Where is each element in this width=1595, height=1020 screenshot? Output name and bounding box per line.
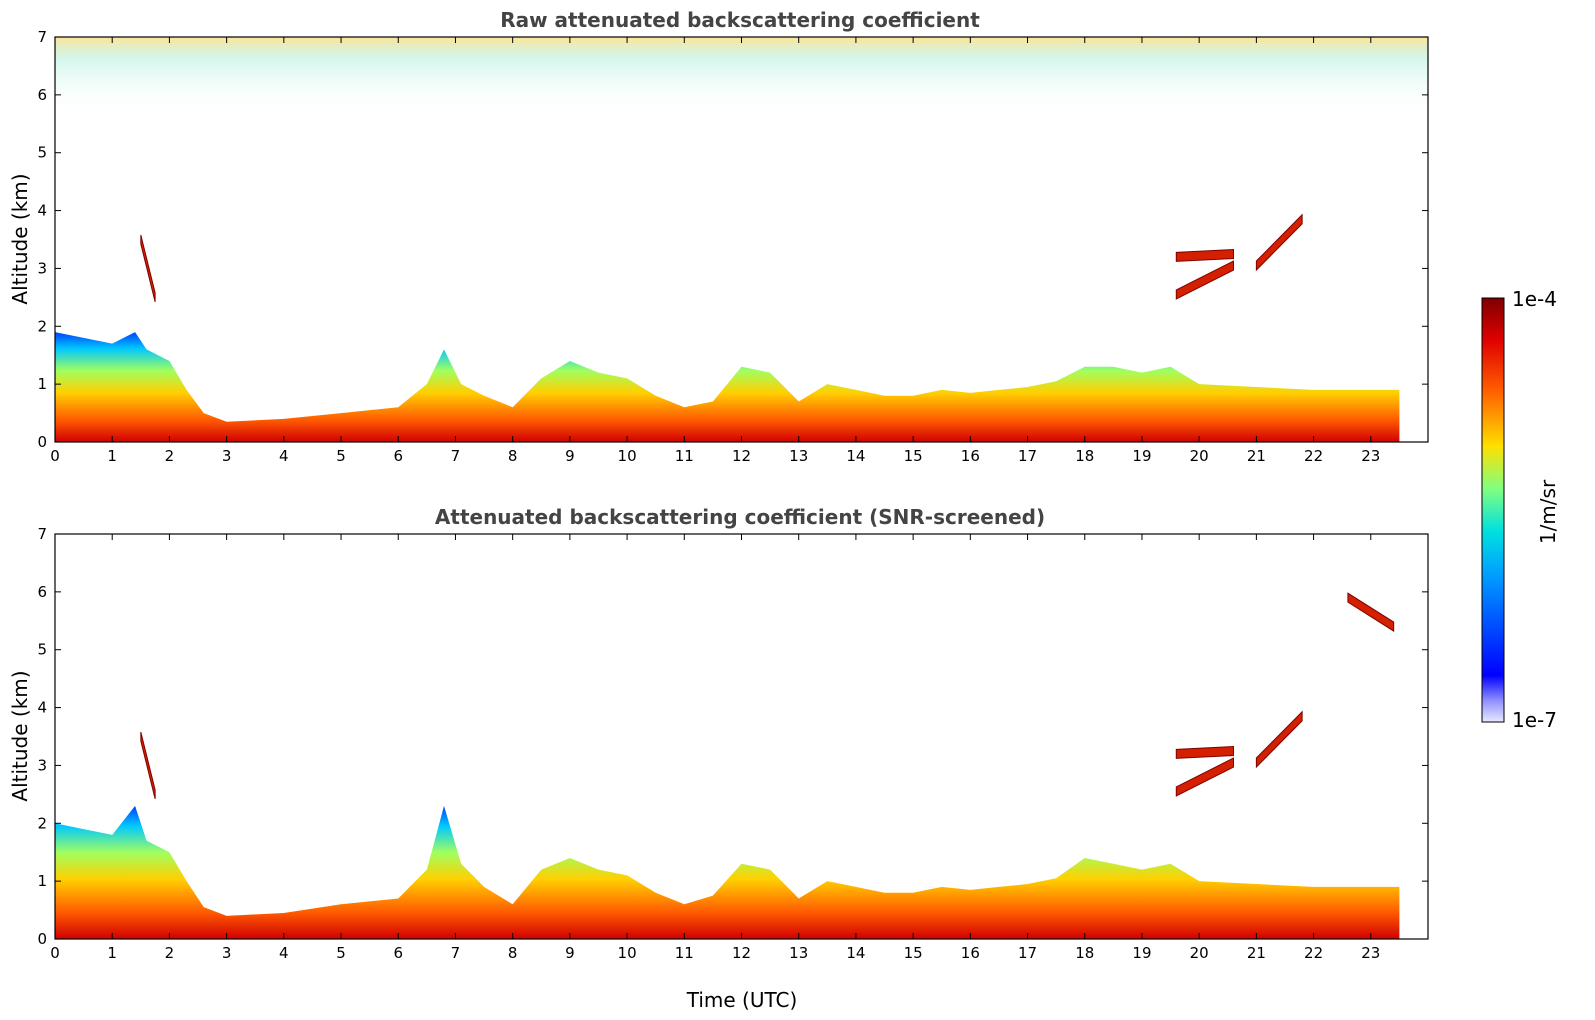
y-ticks-raw: 0 1 2 3 4 5 6 7 [37, 28, 1428, 451]
x-tick-label: 18 [1075, 447, 1094, 465]
y-tick-label: 0 [37, 433, 47, 451]
x-tick-label: 18 [1075, 944, 1094, 962]
y-tick-label: 0 [37, 930, 47, 948]
x-tick-label: 7 [451, 447, 461, 465]
x-tick-label: 5 [336, 447, 346, 465]
y-tick-label: 5 [37, 144, 47, 162]
x-tick-label: 21 [1247, 944, 1266, 962]
x-tick-label: 3 [222, 447, 232, 465]
y-tick-label: 7 [37, 525, 47, 543]
x-tick-label: 11 [675, 944, 694, 962]
ylabel-raw: Altitude (km) [8, 173, 32, 304]
title-raw: Raw attenuated backscattering coefficien… [500, 8, 980, 32]
x-tick-label: 10 [618, 447, 637, 465]
x-tick-label: 9 [565, 944, 575, 962]
cloud-layer [1175, 260, 1234, 300]
x-tick-label: 7 [451, 944, 461, 962]
x-tick-label: 22 [1304, 944, 1323, 962]
noise-layer-raw [55, 37, 1428, 117]
x-tick-label: 16 [961, 447, 980, 465]
x-tick-label: 13 [789, 944, 808, 962]
x-tick-label: 22 [1304, 447, 1323, 465]
x-tick-label: 19 [1132, 447, 1151, 465]
ylabel-snr: Altitude (km) [8, 670, 32, 801]
x-tick-label: 14 [846, 447, 865, 465]
colorbar-min-label: 1e-7 [1512, 708, 1557, 732]
cloud-layer [1255, 710, 1303, 769]
x-tick-label: 17 [1018, 447, 1037, 465]
x-tick-label: 3 [222, 944, 232, 962]
y-tick-label: 7 [37, 28, 47, 46]
fills-raw [55, 213, 1400, 442]
x-tick-label: 17 [1018, 944, 1037, 962]
xlabel-snr: Time (UTC) [686, 988, 798, 1012]
y-tick-label: 1 [37, 375, 47, 393]
x-tick-label: 15 [904, 447, 923, 465]
x-tick-label: 23 [1361, 447, 1380, 465]
panel-raw: Raw attenuated backscattering coefficien… [8, 8, 1429, 465]
x-tick-label: 11 [675, 447, 694, 465]
x-ticks-snr: 0 1 2 3 4 5 6 7 8 9 10 11 12 13 14 15 16 17 18 19 20 21 22 23 [50, 534, 1380, 962]
x-tick-label: 4 [279, 944, 289, 962]
cloud-layer [1175, 757, 1234, 797]
x-tick-label: 12 [732, 447, 751, 465]
x-tick-label: 14 [846, 944, 865, 962]
x-tick-label: 9 [565, 447, 575, 465]
title-snr: Attenuated backscattering coefficient (S… [435, 505, 1045, 529]
cloud-layer [1175, 745, 1234, 759]
x-tick-label: 4 [279, 447, 289, 465]
y-ticks-snr: 0 1 2 3 4 5 6 7 [37, 525, 1428, 948]
x-tick-label: 13 [789, 447, 808, 465]
y-tick-label: 4 [37, 699, 47, 717]
panel-snr: Attenuated backscattering coefficient (S… [8, 505, 1429, 1012]
x-tick-label: 1 [107, 447, 117, 465]
x-tick-label: 15 [904, 944, 923, 962]
colorbar-gradient [1481, 297, 1505, 723]
colorbar: 1e-4 1e-7 1/m/sr [1481, 287, 1560, 732]
cloud-layer [1347, 592, 1395, 632]
y-tick-label: 4 [37, 202, 47, 220]
colorbar-unit-label: 1/m/sr [1536, 479, 1560, 544]
y-tick-label: 6 [37, 86, 47, 104]
y-tick-label: 3 [37, 756, 47, 774]
cloud-layer [1255, 213, 1303, 272]
x-tick-label: 12 [732, 944, 751, 962]
x-tick-label: 0 [50, 447, 60, 465]
boundary-layer-aerosol [55, 805, 1400, 939]
x-tick-label: 0 [50, 944, 60, 962]
x-tick-label: 20 [1190, 447, 1209, 465]
x-tick-label: 2 [165, 944, 175, 962]
colorbar-max-label: 1e-4 [1512, 287, 1557, 311]
y-tick-label: 2 [37, 814, 47, 832]
x-tick-label: 8 [508, 944, 518, 962]
x-tick-label: 2 [165, 447, 175, 465]
fills-snr [55, 592, 1400, 939]
cloud-layer [140, 731, 156, 799]
x-tick-label: 20 [1190, 944, 1209, 962]
x-tick-label: 16 [961, 944, 980, 962]
y-tick-label: 2 [37, 317, 47, 335]
x-tick-label: 6 [393, 447, 403, 465]
x-tick-label: 23 [1361, 944, 1380, 962]
y-tick-label: 3 [37, 259, 47, 277]
x-ticks-raw: 0 1 2 3 4 5 6 7 8 9 10 11 12 13 14 15 16 17 18 19 20 21 22 23 [50, 37, 1380, 465]
x-tick-label: 10 [618, 944, 637, 962]
x-tick-label: 8 [508, 447, 518, 465]
y-tick-label: 1 [37, 872, 47, 890]
x-tick-label: 5 [336, 944, 346, 962]
y-tick-label: 6 [37, 583, 47, 601]
boundary-layer-aerosol [55, 332, 1400, 442]
x-tick-label: 19 [1132, 944, 1151, 962]
x-tick-label: 21 [1247, 447, 1266, 465]
cloud-layer [140, 234, 156, 302]
y-tick-label: 5 [37, 641, 47, 659]
cloud-layer [1175, 248, 1234, 262]
x-tick-label: 1 [107, 944, 117, 962]
x-tick-label: 6 [393, 944, 403, 962]
